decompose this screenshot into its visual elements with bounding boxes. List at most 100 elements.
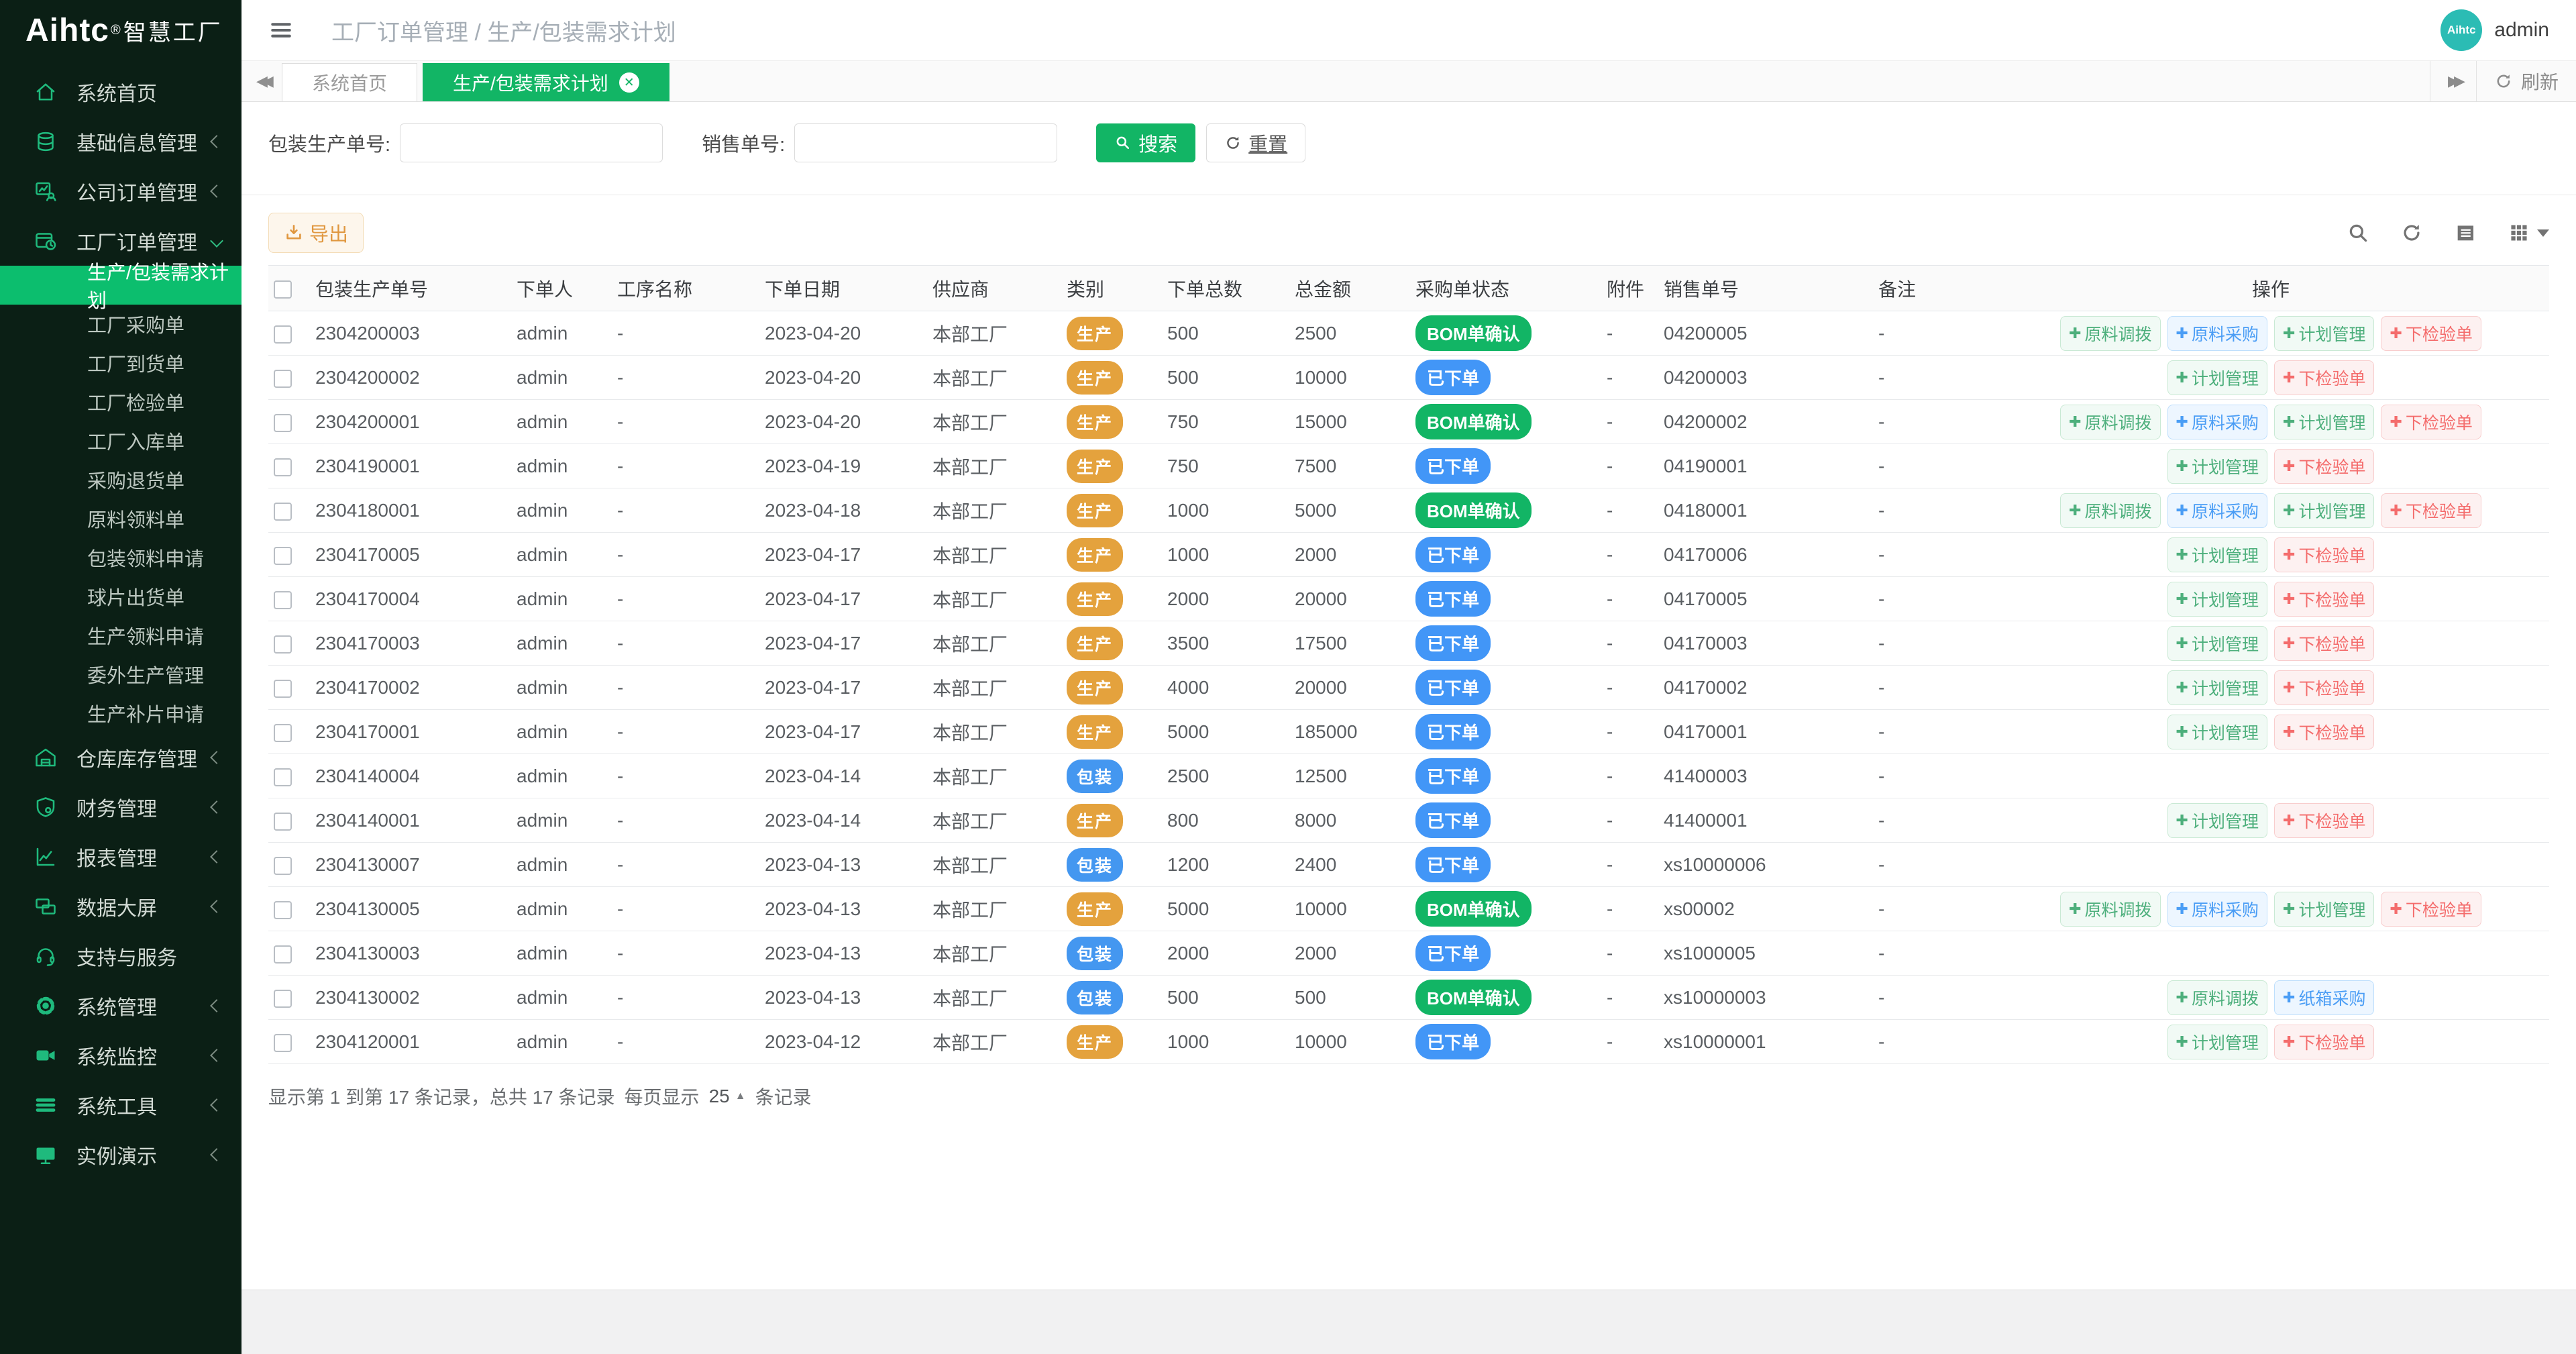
action-button[interactable]: ✚ 计划管理	[2274, 404, 2375, 439]
tab-refresh-button[interactable]: 刷新	[2475, 61, 2576, 101]
row-checkbox[interactable]	[274, 590, 292, 609]
sidebar-subitem[interactable]: 工厂采购单	[87, 315, 185, 337]
sidebar-subitem[interactable]: 工厂检验单	[87, 393, 185, 415]
action-button[interactable]: ✚ 计划管理	[2274, 315, 2375, 351]
sidebar-item[interactable]: 报表管理	[0, 832, 241, 882]
action-button[interactable]: ✚ 下检验单	[2381, 404, 2481, 439]
row-checkbox[interactable]	[274, 413, 292, 432]
user-menu[interactable]: Aihtc admin	[2440, 9, 2549, 51]
row-checkbox[interactable]	[274, 458, 292, 476]
sidebar-item[interactable]: 公司订单管理	[0, 166, 241, 216]
action-button[interactable]: ✚ 原料调拨	[2167, 980, 2267, 1015]
row-checkbox[interactable]	[274, 369, 292, 388]
reset-button[interactable]: 重置	[1206, 123, 1306, 162]
row-checkbox[interactable]	[274, 723, 292, 742]
action-button[interactable]: ✚ 原料调拨	[2060, 891, 2161, 927]
sidebar-subitem[interactable]: 采购退货单	[87, 471, 185, 492]
action-button[interactable]: ✚ 下检验单	[2274, 714, 2375, 749]
row-checkbox[interactable]	[274, 502, 292, 521]
action-button[interactable]: ✚ 下检验单	[2274, 625, 2375, 661]
sidebar-item[interactable]: 系统工具	[0, 1080, 241, 1130]
action-button[interactable]: ✚ 原料采购	[2167, 315, 2267, 351]
action-button[interactable]: ✚ 计划管理	[2274, 891, 2375, 927]
tab-close-icon[interactable]: ✕	[619, 72, 639, 93]
tabs-scroll-right-icon[interactable]: ▶▶	[2430, 61, 2476, 101]
row-checkbox[interactable]	[274, 1033, 292, 1052]
detail-view-icon[interactable]	[2454, 221, 2477, 244]
row-checkbox[interactable]	[274, 546, 292, 565]
action-button[interactable]: ✚ 下检验单	[2274, 537, 2375, 572]
action-button[interactable]: ✚ 计划管理	[2167, 537, 2267, 572]
action-button[interactable]: ✚ 下检验单	[2274, 1024, 2375, 1059]
sidebar-subitem[interactable]: 生产补片申请	[87, 705, 205, 726]
action-button[interactable]: ✚ 原料调拨	[2060, 492, 2161, 528]
action-button[interactable]: ✚ 计划管理	[2274, 492, 2375, 528]
action-button[interactable]: ✚ 下检验单	[2274, 802, 2375, 838]
action-button[interactable]: ✚ 下检验单	[2274, 670, 2375, 705]
hamburger-menu-icon[interactable]	[268, 17, 294, 43]
cell-supplier: 本部工厂	[927, 355, 1061, 400]
sidebar-item[interactable]: 支持与服务	[0, 931, 241, 981]
action-button[interactable]: ✚ 计划管理	[2167, 802, 2267, 838]
action-button[interactable]: ✚ 下检验单	[2274, 360, 2375, 395]
sidebar-subitem[interactable]: 工厂到货单	[87, 354, 185, 376]
cell-order-no: 2304130007	[310, 842, 511, 887]
action-button[interactable]: ✚ 原料调拨	[2060, 404, 2161, 439]
sidebar-item[interactable]: 基础信息管理	[0, 117, 241, 166]
action-button[interactable]: ✚ 原料采购	[2167, 404, 2267, 439]
action-button[interactable]: ✚ 下检验单	[2381, 891, 2481, 927]
plus-icon: ✚	[2069, 324, 2082, 342]
export-button[interactable]: 导出	[268, 213, 364, 253]
tab-production-packaging-plan[interactable]: 生产/包装需求计划 ✕	[422, 63, 669, 101]
order-no-input[interactable]	[400, 123, 663, 162]
page-size-dropdown[interactable]: 25 ▲	[708, 1086, 746, 1106]
sidebar-item[interactable]: 工厂订单管理	[0, 216, 241, 266]
sales-no-input[interactable]	[794, 123, 1058, 162]
row-checkbox[interactable]	[274, 679, 292, 698]
tab-home[interactable]: 系统首页	[281, 63, 417, 101]
action-button[interactable]: ✚ 纸箱采购	[2274, 980, 2375, 1015]
action-button[interactable]: ✚ 计划管理	[2167, 1024, 2267, 1059]
tabs-scroll-left-icon[interactable]: ◀◀	[256, 72, 274, 89]
action-button[interactable]: ✚ 计划管理	[2167, 448, 2267, 484]
action-button[interactable]: ✚ 原料采购	[2167, 891, 2267, 927]
sidebar-item[interactable]: 财务管理	[0, 782, 241, 832]
sidebar-item[interactable]: 数据大屏	[0, 882, 241, 931]
action-button[interactable]: ✚ 下检验单	[2274, 581, 2375, 617]
action-button[interactable]: ✚ 计划管理	[2167, 714, 2267, 749]
sidebar-subitem[interactable]: 生产领料申请	[87, 627, 205, 648]
sidebar-subitem[interactable]: 委外生产管理	[87, 666, 205, 687]
table-refresh-icon[interactable]	[2400, 221, 2423, 244]
columns-grid-icon[interactable]	[2508, 221, 2549, 244]
action-button[interactable]: ✚ 下检验单	[2381, 315, 2481, 351]
sidebar-subitem[interactable]: 球片出货单	[87, 588, 185, 609]
sidebar-subitem[interactable]: 原料领料单	[87, 510, 185, 531]
action-button[interactable]: ✚ 计划管理	[2167, 581, 2267, 617]
action-button[interactable]: ✚ 计划管理	[2167, 670, 2267, 705]
row-checkbox[interactable]	[274, 856, 292, 875]
sidebar-item[interactable]: 系统监控	[0, 1031, 241, 1080]
sidebar-item[interactable]: 系统管理	[0, 981, 241, 1031]
sidebar-subitem-active[interactable]: 生产/包装需求计划	[0, 262, 241, 312]
row-checkbox[interactable]	[274, 945, 292, 964]
sidebar-item[interactable]: 系统首页	[0, 67, 241, 117]
sidebar-subitem[interactable]: 工厂入库单	[87, 432, 185, 454]
action-button[interactable]: ✚ 原料采购	[2167, 492, 2267, 528]
row-checkbox[interactable]	[274, 768, 292, 786]
row-checkbox[interactable]	[274, 325, 292, 344]
action-button[interactable]: ✚ 下检验单	[2381, 492, 2481, 528]
table-search-icon[interactable]	[2347, 221, 2369, 244]
sidebar-item[interactable]: 仓库库存管理	[0, 733, 241, 782]
search-button[interactable]: 搜索	[1096, 123, 1196, 162]
sidebar-subitem[interactable]: 包装领料申请	[87, 549, 205, 570]
row-checkbox[interactable]	[274, 989, 292, 1008]
action-button[interactable]: ✚ 原料调拨	[2060, 315, 2161, 351]
sidebar-item[interactable]: 实例演示	[0, 1130, 241, 1180]
row-checkbox[interactable]	[274, 635, 292, 654]
action-button[interactable]: ✚ 下检验单	[2274, 448, 2375, 484]
action-button[interactable]: ✚ 计划管理	[2167, 625, 2267, 661]
row-checkbox[interactable]	[274, 900, 292, 919]
select-all-checkbox[interactable]	[274, 280, 292, 299]
action-button[interactable]: ✚ 计划管理	[2167, 360, 2267, 395]
row-checkbox[interactable]	[274, 812, 292, 831]
